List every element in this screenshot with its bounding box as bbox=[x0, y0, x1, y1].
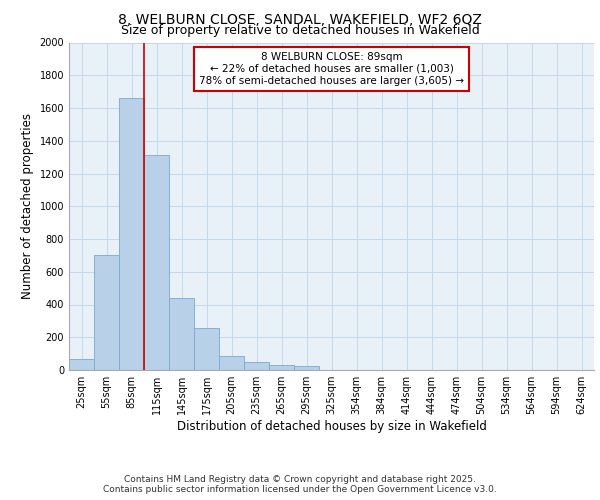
Y-axis label: Number of detached properties: Number of detached properties bbox=[21, 114, 34, 299]
Text: Size of property relative to detached houses in Wakefield: Size of property relative to detached ho… bbox=[121, 24, 479, 37]
Bar bbox=[69, 360, 94, 370]
Bar bbox=[94, 256, 119, 370]
Bar bbox=[169, 298, 194, 370]
Bar bbox=[144, 156, 169, 370]
Bar bbox=[219, 356, 244, 370]
X-axis label: Distribution of detached houses by size in Wakefield: Distribution of detached houses by size … bbox=[176, 420, 487, 433]
Bar bbox=[119, 98, 144, 370]
Bar bbox=[244, 362, 269, 370]
Text: 8, WELBURN CLOSE, SANDAL, WAKEFIELD, WF2 6QZ: 8, WELBURN CLOSE, SANDAL, WAKEFIELD, WF2… bbox=[118, 12, 482, 26]
Bar bbox=[294, 366, 319, 370]
Bar bbox=[269, 366, 294, 370]
Text: 8 WELBURN CLOSE: 89sqm
← 22% of detached houses are smaller (1,003)
78% of semi-: 8 WELBURN CLOSE: 89sqm ← 22% of detached… bbox=[199, 52, 464, 86]
Text: Contains HM Land Registry data © Crown copyright and database right 2025.
Contai: Contains HM Land Registry data © Crown c… bbox=[103, 474, 497, 494]
Bar bbox=[194, 328, 219, 370]
